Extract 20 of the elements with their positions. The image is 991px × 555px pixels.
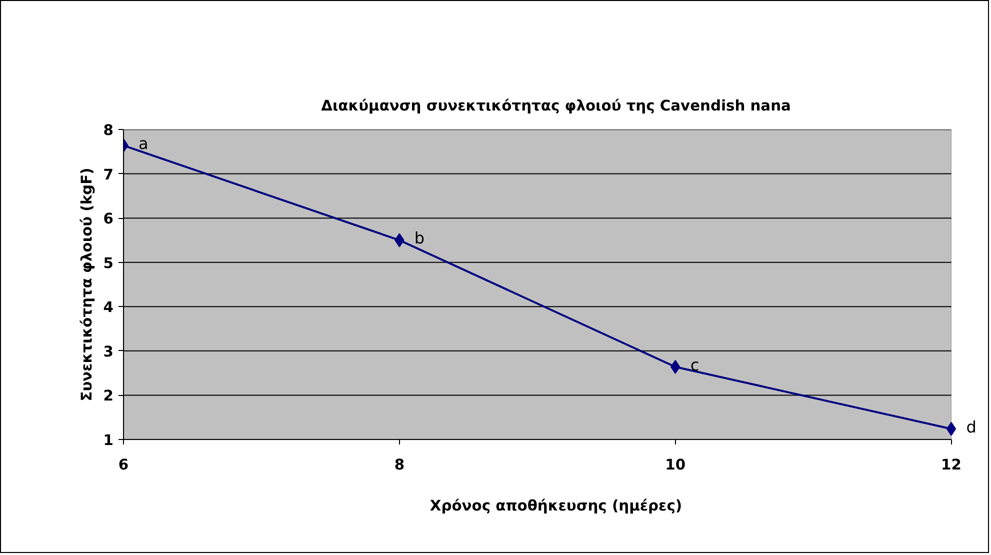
annotation: c (690, 355, 700, 374)
annotation: a (138, 134, 148, 153)
y-tick-label: 5 (103, 254, 114, 272)
y-tick-label: 6 (103, 210, 114, 228)
chart-title: Διακύμανση συνεκτικότητας φλοιού της Cavendish nana (321, 98, 791, 114)
y-tick-label: 8 (103, 122, 114, 139)
y-tick-label: 3 (103, 343, 114, 360)
y-axis-title: Συνεκτικότητα φλοιού (kgF) (78, 168, 96, 402)
y-tick-label: 4 (103, 299, 114, 316)
x-axis-title: Χρόνος αποθήκευσης (ημέρες) (430, 498, 682, 514)
y-tick-label: 7 (103, 166, 114, 184)
x-tick-label: 6 (118, 456, 129, 474)
annotation: b (414, 228, 425, 248)
annotation: d (966, 417, 976, 436)
x-tick-label: 12 (941, 456, 962, 474)
x-tick-label: 8 (394, 456, 405, 474)
y-tick-label: 1 (103, 432, 114, 449)
x-tick-label: 10 (665, 456, 686, 474)
y-tick-label: 2 (103, 388, 114, 405)
point (946, 422, 956, 436)
